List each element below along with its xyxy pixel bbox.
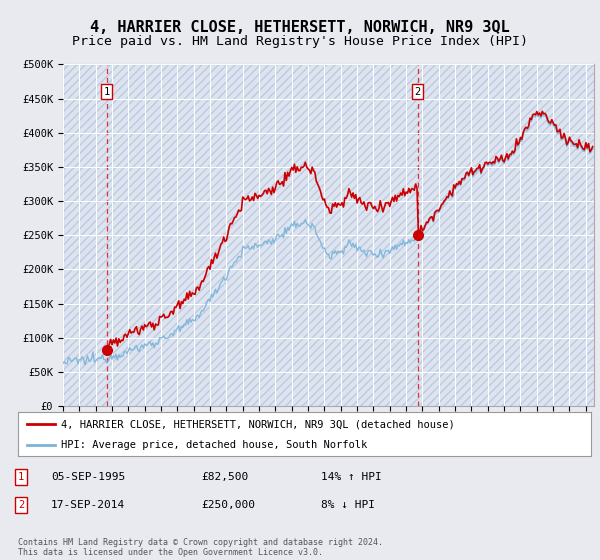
Text: 1: 1 xyxy=(103,87,110,97)
Text: 2: 2 xyxy=(18,500,24,510)
Text: 17-SEP-2014: 17-SEP-2014 xyxy=(51,500,125,510)
Text: £82,500: £82,500 xyxy=(201,472,248,482)
Text: HPI: Average price, detached house, South Norfolk: HPI: Average price, detached house, Sout… xyxy=(61,440,367,450)
Text: 2: 2 xyxy=(415,87,421,97)
Text: 8% ↓ HPI: 8% ↓ HPI xyxy=(321,500,375,510)
Text: 4, HARRIER CLOSE, HETHERSETT, NORWICH, NR9 3QL (detached house): 4, HARRIER CLOSE, HETHERSETT, NORWICH, N… xyxy=(61,419,455,429)
Text: Contains HM Land Registry data © Crown copyright and database right 2024.
This d: Contains HM Land Registry data © Crown c… xyxy=(18,538,383,557)
Text: 4, HARRIER CLOSE, HETHERSETT, NORWICH, NR9 3QL: 4, HARRIER CLOSE, HETHERSETT, NORWICH, N… xyxy=(90,20,510,35)
Text: 14% ↑ HPI: 14% ↑ HPI xyxy=(321,472,382,482)
Text: Price paid vs. HM Land Registry's House Price Index (HPI): Price paid vs. HM Land Registry's House … xyxy=(72,35,528,48)
Bar xyxy=(63,64,594,406)
Text: 1: 1 xyxy=(18,472,24,482)
Text: £250,000: £250,000 xyxy=(201,500,255,510)
Text: 05-SEP-1995: 05-SEP-1995 xyxy=(51,472,125,482)
